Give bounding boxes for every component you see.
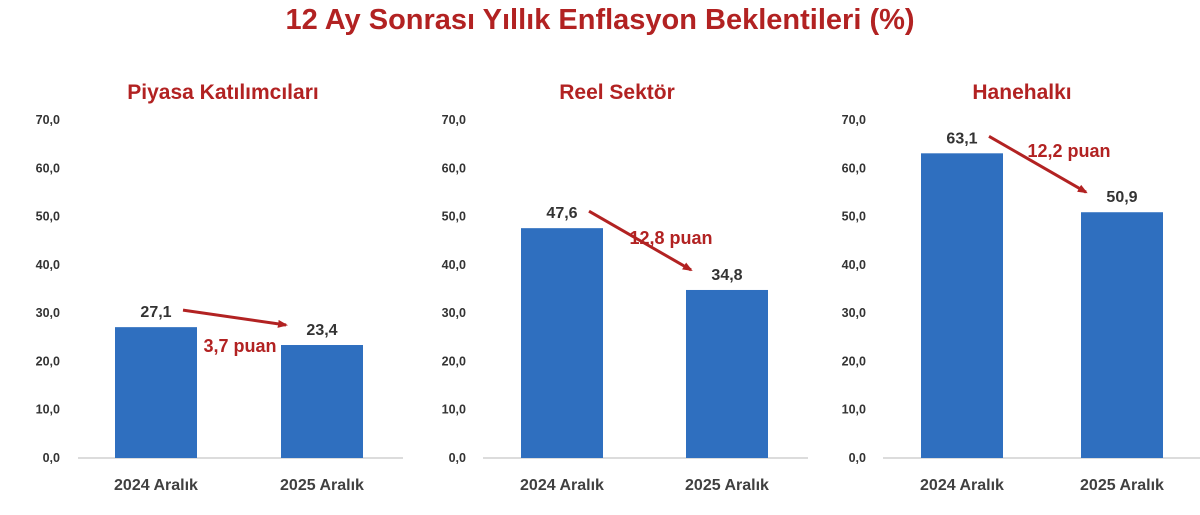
panel-3-category-label-1: 2024 Aralık [920,477,1004,494]
panel-1-title: Piyasa Katılımcıları [127,81,318,104]
panel-3-arrow [988,135,1088,194]
panel-1-bar-1 [115,327,197,458]
panel-1-bar-2 [281,345,363,458]
panel-2-arrow [588,209,693,272]
panel-1-change-annotation: 3,7 puan [203,336,276,356]
panel-1-y-tick-label: 20,0 [36,354,60,368]
panel-2-bar-2 [686,289,768,458]
panel-3-y-tick-label: 40,0 [842,258,866,272]
panel-2-title: Reel Sektör [559,81,675,104]
panel-3-y-tick-label: 70,0 [842,113,866,127]
panel-1-y-tick-label: 30,0 [36,306,60,320]
panel-2-y-tick-label: 50,0 [442,210,466,224]
panel-3-y-tick-label: 0,0 [849,451,866,465]
panel-1-data-label-2: 23,4 [306,322,337,339]
panel-3-data-label-2: 50,9 [1106,189,1137,206]
panel-2-category-label-2: 2025 Aralık [685,477,769,494]
panel-1-y-tick-label: 0,0 [43,451,60,465]
panel-1-y-tick-label: 50,0 [36,210,60,224]
panel-2-y-tick-label: 60,0 [442,161,466,175]
panel-2-data-label-1: 47,6 [546,205,577,222]
panel-3-y-tick-label: 60,0 [842,161,866,175]
panel-1-y-tick-label: 10,0 [36,403,60,417]
panel-3-y-tick-label: 50,0 [842,210,866,224]
main-title: 12 Ay Sonrası Yıllık Enflasyon Beklentil… [285,4,915,36]
panel-2-y-tick-label: 20,0 [442,354,466,368]
panel-1-y-tick-label: 70,0 [36,113,60,127]
panel-1-y-tick-label: 60,0 [36,161,60,175]
panel-2-change-annotation: 12,8 puan [629,228,712,248]
panel-3-y-tick-label: 10,0 [842,403,866,417]
panel-1-y-tick-label: 40,0 [36,258,60,272]
panel-1-category-label-2: 2025 Aralık [280,477,364,494]
panel-3-category-label-2: 2025 Aralık [1080,477,1164,494]
panel-2-y-tick-label: 30,0 [442,306,466,320]
panel-1-category-label-1: 2024 Aralık [114,477,198,494]
panel-2-y-tick-label: 0,0 [449,451,466,465]
panel-3-y-tick-label: 30,0 [842,306,866,320]
panel-3-bar-1 [921,153,1003,458]
panel-3-title: Hanehalkı [972,81,1071,104]
panel-2-y-tick-label: 70,0 [442,113,466,127]
panel-3-data-label-1: 63,1 [946,130,977,147]
panel-2-data-label-2: 34,8 [711,267,742,284]
panel-2-category-label-1: 2024 Aralık [520,477,604,494]
panel-3-bar-2 [1081,212,1163,458]
panel-2-y-tick-label: 40,0 [442,258,466,272]
panel-2-bar-1 [521,228,603,458]
panel-3-y-tick-label: 20,0 [842,354,866,368]
panel-3-change-annotation: 12,2 puan [1027,141,1110,161]
panel-2-y-tick-label: 10,0 [442,403,466,417]
panel-1-data-label-1: 27,1 [140,304,171,321]
panel-1-arrow [182,308,288,328]
